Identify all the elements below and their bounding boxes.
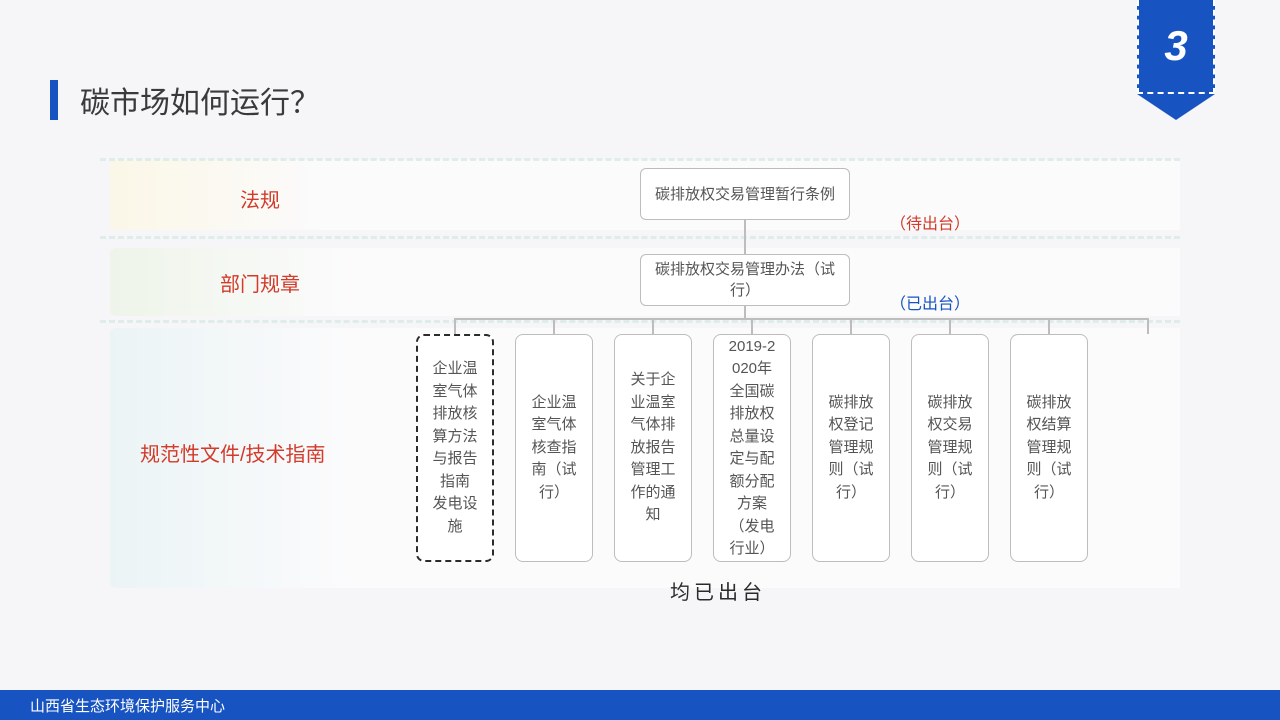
leaf-doc-3: 关于企业温室气体排放报告管理工作的通知 xyxy=(614,334,692,562)
leaf-doc-2: 企业温室气体核查指南（试行） xyxy=(515,334,593,562)
title-accent-bar xyxy=(50,80,58,120)
leaf-text: 碳排放权登记管理规则（试行） xyxy=(827,392,875,505)
leaf-text: 碳排放权交易管理规则（试行） xyxy=(926,392,974,505)
node-regulation: 碳排放权交易管理暂行条例 xyxy=(640,168,850,220)
node-department-rule: 碳排放权交易管理办法（试行） xyxy=(640,254,850,306)
badge-number: 3 xyxy=(1164,22,1187,70)
leaf-doc-4: 2019-2020年全国碳排放权总量设定与配额分配方案（发电行业） xyxy=(713,334,791,562)
badge-body: 3 xyxy=(1137,0,1215,94)
slide-title-bar: 碳市场如何运行？ xyxy=(50,78,320,122)
status-issued: （已出台） xyxy=(890,290,970,314)
connector-drop xyxy=(1147,318,1149,334)
connector-drop xyxy=(751,318,753,334)
leaf-doc-5: 碳排放权登记管理规则（试行） xyxy=(812,334,890,562)
connector-drop xyxy=(850,318,852,334)
row-separator xyxy=(100,320,1180,323)
connector-drop xyxy=(1048,318,1050,334)
level-label-3: 规范性文件/技术指南 xyxy=(140,438,326,467)
connector-bus xyxy=(454,318,1148,320)
status-all-issued: 均已出台 xyxy=(670,576,766,605)
leaf-text: 企业温室气体核查指南（试行） xyxy=(530,392,578,505)
level-label-2: 部门规章 xyxy=(220,268,300,297)
badge-point-icon xyxy=(1137,94,1215,120)
row-separator xyxy=(100,158,1180,161)
connector-drop xyxy=(652,318,654,334)
connector-drop xyxy=(949,318,951,334)
leaf-text: 碳排放权结算管理规则（试行） xyxy=(1025,392,1073,505)
leaf-doc-1: 企业温室气体排放核算方法与报告指南 发电设施 xyxy=(416,334,494,562)
footer-text: 山西省生态环境保护服务中心 xyxy=(30,695,225,716)
connector-line xyxy=(744,306,746,318)
row-separator xyxy=(100,236,1180,239)
connector-line xyxy=(744,220,746,254)
connector-drop xyxy=(553,318,555,334)
slide-title: 碳市场如何运行？ xyxy=(80,78,320,122)
leaf-text: 2019-2020年全国碳排放权总量设定与配额分配方案（发电行业） xyxy=(728,336,776,561)
leaf-doc-7: 碳排放权结算管理规则（试行） xyxy=(1010,334,1088,562)
connector-drop xyxy=(454,318,456,334)
hierarchy-diagram: 法规 部门规章 规范性文件/技术指南 碳排放权交易管理暂行条例 碳排放权交易管理… xyxy=(100,158,1180,628)
level-label-1: 法规 xyxy=(240,184,280,213)
footer-bar: 山西省生态环境保护服务中心 xyxy=(0,690,1280,720)
leaf-doc-6: 碳排放权交易管理规则（试行） xyxy=(911,334,989,562)
status-pending: （待出台） xyxy=(890,210,970,234)
section-badge: 3 xyxy=(1137,0,1215,120)
leaf-text: 企业温室气体排放核算方法与报告指南 发电设施 xyxy=(431,358,479,538)
leaf-text: 关于企业温室气体排放报告管理工作的通知 xyxy=(629,369,677,527)
